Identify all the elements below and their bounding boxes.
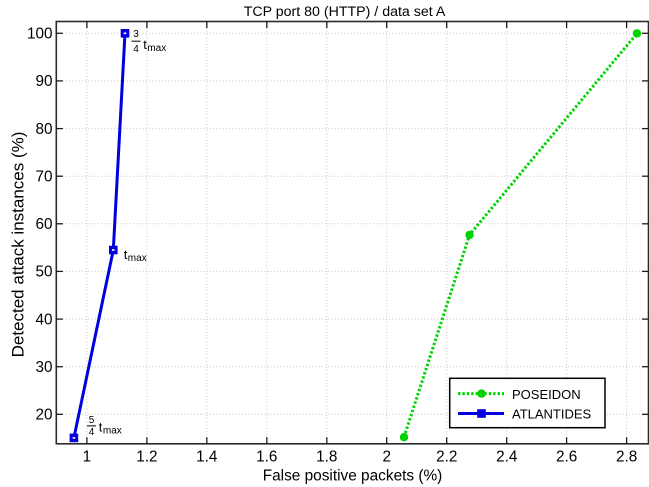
svg-text:2.4: 2.4 [496,449,518,466]
svg-text:40: 40 [35,311,52,328]
svg-text:1.6: 1.6 [256,449,277,466]
svg-text:5: 5 [89,415,95,426]
svg-text:1.8: 1.8 [316,449,337,466]
svg-text:20: 20 [35,407,52,424]
svg-text:t: t [124,247,128,262]
svg-text:Detected attack instances (%): Detected attack instances (%) [9,132,28,358]
svg-text:POSEIDON: POSEIDON [512,387,581,402]
svg-text:2.2: 2.2 [436,449,457,466]
svg-text:TCP port 80 (HTTP) / data set: TCP port 80 (HTTP) / data set A [244,4,446,20]
svg-text:max: max [103,425,122,436]
svg-text:ATLANTIDES: ATLANTIDES [512,406,592,421]
svg-text:2.8: 2.8 [616,449,637,466]
svg-text:t: t [143,37,147,52]
svg-text:3: 3 [133,29,139,40]
svg-text:1: 1 [83,449,92,466]
svg-text:70: 70 [35,169,52,186]
svg-text:80: 80 [35,121,52,138]
svg-text:max: max [128,253,147,264]
svg-text:2: 2 [382,449,391,466]
svg-text:2.6: 2.6 [556,449,577,466]
svg-text:max: max [147,43,166,54]
svg-text:4: 4 [133,44,139,55]
svg-text:60: 60 [35,216,52,233]
svg-text:4: 4 [89,427,95,438]
svg-text:100: 100 [27,26,53,43]
svg-text:30: 30 [35,359,52,376]
svg-text:50: 50 [35,264,52,281]
svg-text:1.4: 1.4 [196,449,218,466]
svg-text:90: 90 [35,73,52,90]
svg-text:False positive packets (%): False positive packets (%) [263,468,443,485]
svg-text:1.2: 1.2 [136,449,157,466]
svg-text:t: t [99,419,103,434]
